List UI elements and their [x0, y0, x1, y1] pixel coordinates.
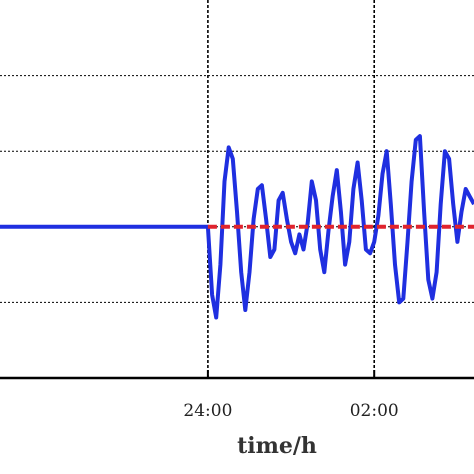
- series-layer: [0, 134, 474, 320]
- series-line-0: [0, 134, 474, 320]
- x-tick-label-0: 24:00: [183, 401, 232, 421]
- x-tick-label-1: 02:00: [350, 401, 399, 421]
- x-axis-title: time/h: [237, 433, 317, 459]
- x-ticks: 24:00 02:00: [183, 370, 399, 421]
